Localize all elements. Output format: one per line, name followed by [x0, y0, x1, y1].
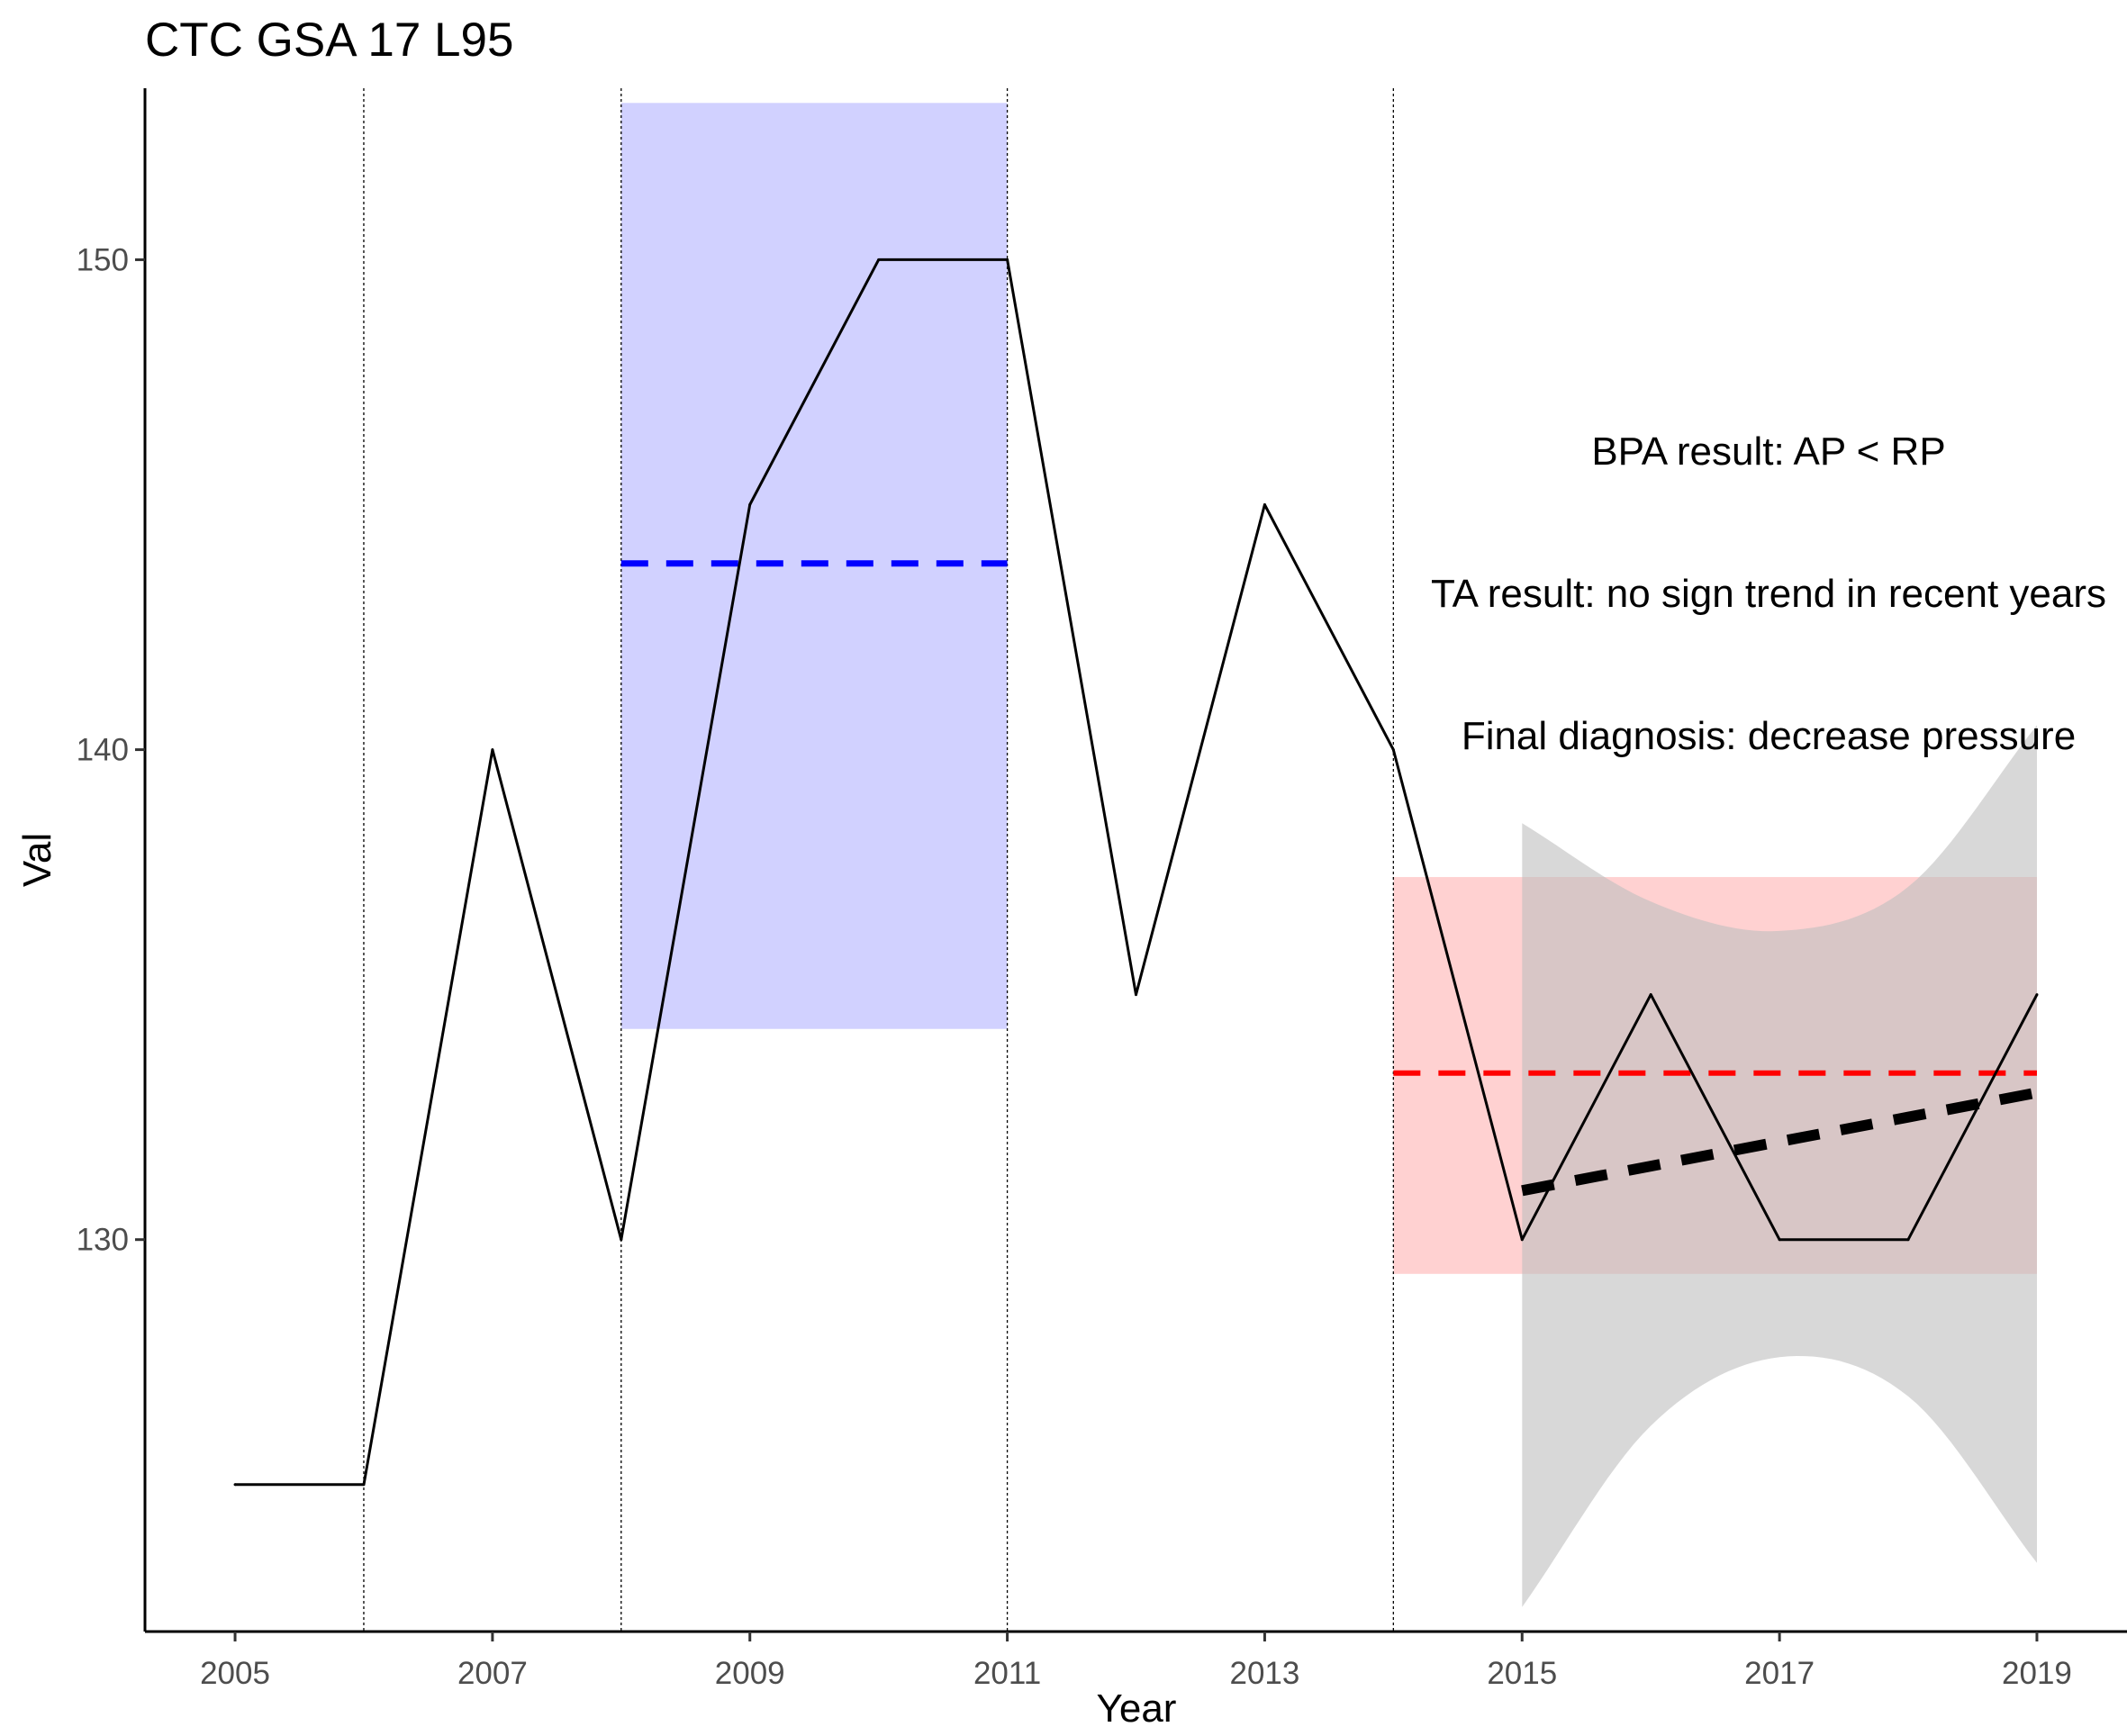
- data-point-2009: [748, 503, 752, 507]
- data-point-2012: [1135, 993, 1137, 997]
- x-tick-label-2017: 2017: [1744, 1656, 1815, 1691]
- y-tick-label-140: 140: [77, 733, 129, 768]
- x-tick-label-2019: 2019: [2002, 1656, 2072, 1691]
- trend-confidence-band: [1522, 725, 2037, 1607]
- data-point-2013: [1263, 503, 1266, 507]
- data-point-2008: [620, 1238, 623, 1242]
- chart-title: CTC GSA 17 L95: [145, 14, 513, 67]
- data-point-2007: [491, 748, 494, 752]
- y-tick-label-130: 130: [77, 1223, 129, 1258]
- data-point-2015: [1520, 1238, 1524, 1242]
- data-point-2005: [233, 1483, 237, 1487]
- x-tick-label-2005: 2005: [200, 1656, 270, 1691]
- annotation-diagnosis: Final diagnosis: decrease pressure: [1462, 714, 2076, 758]
- x-tick-label-2007: 2007: [457, 1656, 528, 1691]
- data-point-2019: [2035, 993, 2039, 997]
- data-point-2010: [877, 258, 881, 261]
- x-tick-label-2009: 2009: [715, 1656, 785, 1691]
- data-point-2014: [1391, 748, 1395, 752]
- x-tick-label-2013: 2013: [1229, 1656, 1299, 1691]
- x-tick-label-2015: 2015: [1487, 1656, 1557, 1691]
- data-point-2011: [1006, 258, 1009, 261]
- data-point-2006: [362, 1483, 366, 1487]
- annotation-bpa: BPA result: AP < RP: [1591, 429, 1945, 474]
- x-axis-title: Year: [1097, 1686, 1177, 1731]
- y-tick-label-150: 150: [77, 242, 129, 277]
- data-point-2017: [1778, 1238, 1781, 1242]
- trend-fit-line: [1521, 1087, 2039, 1197]
- x-tick-label-2011: 2011: [973, 1656, 1041, 1691]
- data-point-2016: [1649, 993, 1652, 997]
- y-axis-title: Val: [15, 833, 59, 887]
- annotation-ta: TA result: no sign trend in recent years: [1431, 572, 2106, 616]
- data-point-2018: [1906, 1238, 1910, 1242]
